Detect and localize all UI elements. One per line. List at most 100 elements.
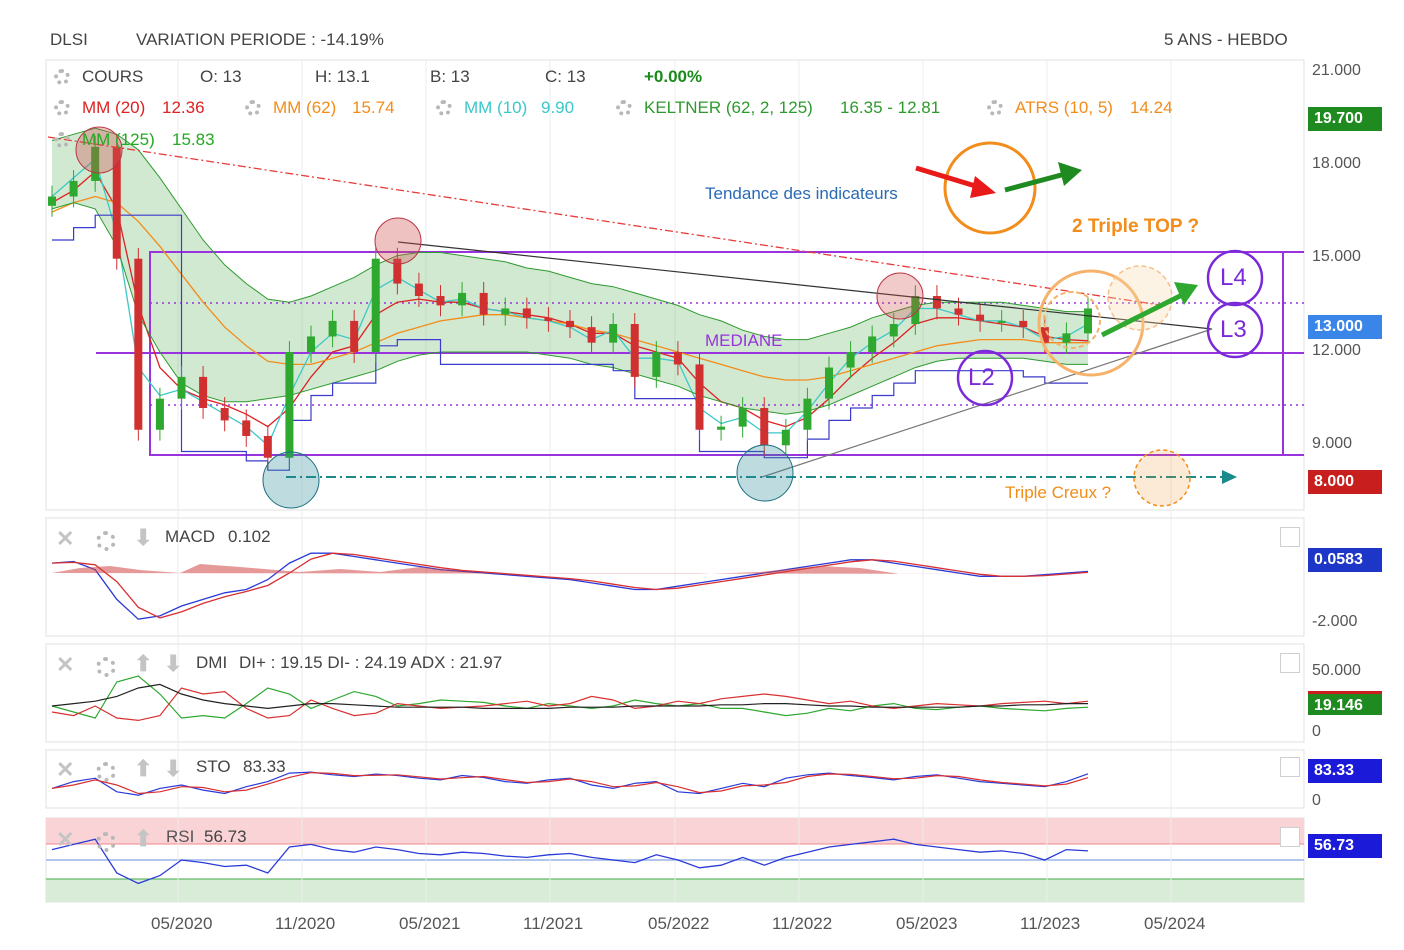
macd-checkbox[interactable] [1280, 527, 1300, 547]
macd-down-icon[interactable]: ⬇ [134, 525, 153, 550]
triple-top-annotation: 2 Triple TOP ? [1072, 216, 1200, 237]
x-tick-6: 05/2023 [896, 914, 958, 933]
mm10-gear-icon[interactable] [436, 100, 452, 116]
candle-body-10 [263, 435, 272, 458]
dmi-checkbox[interactable] [1280, 653, 1300, 673]
dmi-title: DMI [196, 653, 228, 672]
adx-line [51, 683, 1088, 710]
price-high-tag: 19.700 [1308, 107, 1382, 131]
candle-body-25 [587, 327, 596, 343]
l2-circle [956, 349, 1014, 407]
l2-label: L2 [968, 364, 995, 391]
cours-label: COURS [82, 67, 144, 86]
candle-body-14 [350, 320, 359, 352]
mm62-label: MM (62) [273, 98, 337, 117]
cours-gear-icon[interactable] [54, 69, 70, 85]
dmi-up-icon[interactable]: ⬆ [134, 651, 153, 676]
candle-body-13 [328, 320, 337, 337]
sto-title: STO [196, 757, 231, 776]
macd-tick: -2.000 [1312, 613, 1358, 630]
candle-body-0 [48, 196, 56, 206]
green-arrow2-head [1174, 282, 1198, 305]
triple-creux-annotation: Triple Creux ? [1005, 483, 1112, 502]
green-arrow2-shaft [1100, 292, 1184, 338]
keltner-label: KELTNER (62, 2, 125) [644, 98, 813, 117]
sto-close-icon[interactable]: ✕ [56, 757, 75, 782]
dmi-down-icon[interactable]: ⬇ [164, 651, 183, 676]
triple-creux-arrow [1222, 470, 1237, 484]
x-tick-4: 05/2022 [648, 914, 710, 933]
candle-body-19 [458, 292, 467, 306]
x-tick-7: 11/2023 [1020, 914, 1081, 933]
x-tick-1: 11/2020 [275, 914, 336, 933]
candle-body-9 [242, 420, 251, 436]
variation-label: VARIATION PERIODE : -14.19% [136, 30, 384, 49]
rsi-up-icon[interactable]: ⬆ [134, 826, 153, 851]
mm62-gear-icon[interactable] [245, 100, 261, 116]
keltner-gear-icon[interactable] [616, 100, 632, 116]
candle-body-45 [1019, 320, 1028, 328]
macd-histogram [52, 564, 1088, 574]
mm125-value: 15.83 [172, 130, 215, 149]
keltner-value: 16.35 - 12.81 [840, 98, 941, 117]
rsi-gear-icon[interactable] [96, 832, 116, 852]
candle-body-6 [177, 376, 186, 399]
candle-body-27 [630, 324, 639, 377]
candle-body-29 [673, 352, 682, 365]
mm125-gear-icon[interactable] [54, 132, 70, 148]
tendance-annotation: Tendance des indicateurs [705, 184, 898, 203]
atrs-label: ATRS (10, 5) [1015, 98, 1113, 117]
dmi-minus-line [51, 687, 1089, 722]
macd-tag: 0.0583 [1308, 548, 1382, 572]
candle-body-32 [738, 407, 747, 427]
x-tick-2: 05/2021 [399, 914, 461, 933]
dmi-gear-icon[interactable] [96, 657, 116, 677]
mm20-gear-icon[interactable] [54, 100, 70, 116]
candle-body-44 [997, 320, 1006, 323]
atrs-gear-icon[interactable] [987, 100, 1003, 116]
macd-line [51, 552, 1089, 620]
candle-body-11 [285, 352, 294, 458]
candle-body-2 [91, 146, 100, 181]
candle-body-26 [609, 324, 618, 343]
candle-body-24 [566, 320, 574, 328]
dmi-tick-0: 0 [1312, 723, 1321, 740]
sto-up-icon[interactable]: ⬆ [134, 756, 153, 781]
rsi-checkbox[interactable] [1280, 827, 1300, 847]
mm20-label: MM (20) [82, 98, 146, 117]
candle-body-37 [846, 352, 855, 368]
rsi-title: RSI [166, 827, 195, 846]
macd-gear-icon[interactable] [96, 531, 116, 551]
bottom-circle-2 [736, 444, 794, 502]
dmi-plus-line [51, 675, 1089, 719]
candle-body-3 [112, 146, 121, 259]
candle-body-12 [307, 336, 315, 352]
sto-tick-0: 0 [1312, 792, 1321, 809]
macd-close-icon[interactable]: ✕ [56, 526, 75, 551]
candle-body-35 [803, 398, 812, 430]
candle-body-5 [155, 398, 164, 430]
dmi-tick-50: 50.000 [1312, 662, 1361, 679]
y-tick-12: 12.000 [1312, 342, 1361, 359]
candle-body-17 [414, 283, 423, 297]
candle-body-36 [825, 367, 833, 399]
top-circle-2 [374, 217, 422, 265]
rsi-close-icon[interactable]: ✕ [56, 827, 75, 852]
sto-gear-icon[interactable] [96, 762, 116, 782]
candle-body-22 [522, 308, 531, 318]
rsi-value: 56.73 [204, 827, 247, 846]
candle-body-43 [976, 314, 985, 321]
candle-body-31 [717, 426, 726, 430]
candle-body-8 [220, 407, 229, 421]
resistance-line-L3 [397, 241, 1213, 330]
dmi-close-icon[interactable]: ✕ [56, 652, 75, 677]
candle-body-21 [501, 308, 510, 315]
sto-checkbox[interactable] [1280, 757, 1300, 777]
sto-down-icon[interactable]: ⬇ [164, 756, 183, 781]
sto-tag: 83.33 [1308, 759, 1382, 783]
candle-body-1 [69, 180, 78, 197]
red-dashed-trendline [47, 136, 1161, 306]
period-selector[interactable]: 5 ANS - HEBDO [1164, 30, 1288, 49]
tendance-circle [943, 141, 1037, 235]
